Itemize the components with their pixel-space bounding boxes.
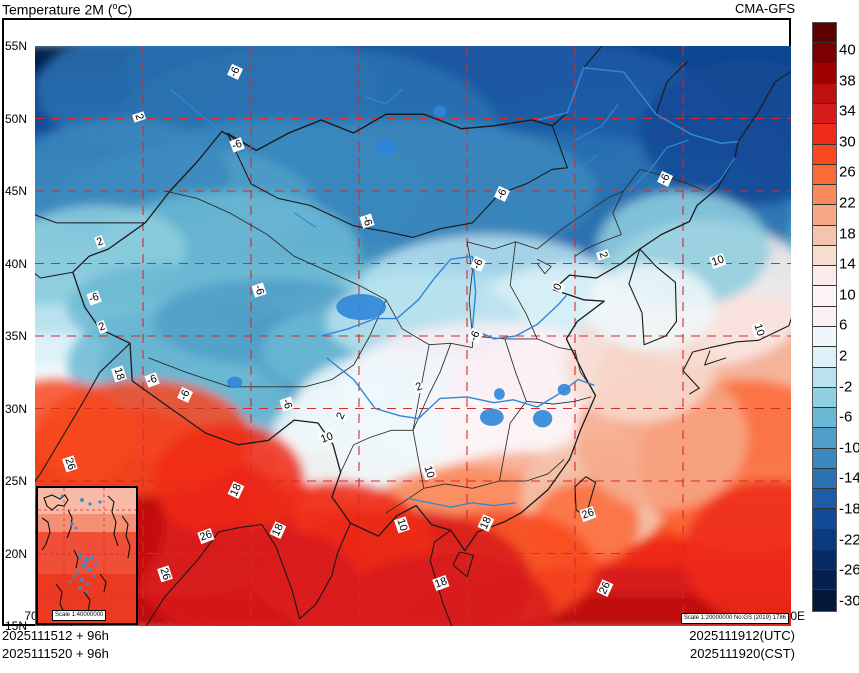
colorbar-band: [813, 104, 836, 125]
valid-time-utc: 2025111912(UTC): [689, 628, 795, 643]
colorbar-band: [813, 326, 836, 348]
colorbar-tick--30: -30: [839, 592, 859, 610]
lat-tick-45N: 45N: [5, 184, 28, 198]
colorbar-band: [813, 225, 836, 246]
map-canvas: [35, 46, 791, 626]
colorbar-tick-6: 6: [839, 316, 848, 334]
colorbar-band: [813, 144, 836, 165]
colorbar-band: [813, 185, 836, 206]
colorbar-band: [813, 448, 836, 469]
colorbar-tick-2: 2: [839, 347, 848, 365]
page-title: Temperature 2M (oC): [2, 1, 132, 18]
colorbar-band: [813, 164, 836, 186]
colorbar-band: [813, 387, 836, 409]
colorbar-band: [813, 570, 836, 591]
colorbar-tick--22: -22: [839, 531, 859, 549]
colorbar-band: [813, 509, 836, 530]
colorbar-tick--10: -10: [839, 439, 859, 457]
colorbar-ticks: 40 38 34 30 26 22 18 14 10 6 2 -2 -6 -10 -14 -18 -22 -26 -…: [839, 22, 859, 612]
inset-scale-label: Scale 1:40000000: [52, 610, 107, 621]
colorbar-band: [813, 63, 836, 84]
lat-tick-20N: 20N: [5, 546, 28, 561]
colorbar-band: [813, 468, 836, 490]
temperature-map[interactable]: -6 2 -6 -6 -6 2 -6 2 10 0 -6 -6 -6 10 2 -6 18 -6 -6 -6 2 2 26 1…: [35, 46, 791, 626]
colorbar-band: [813, 286, 836, 307]
colorbar-tick-26: 26: [839, 163, 856, 181]
lat-tick-55N: 55N: [5, 39, 28, 53]
colorbar-band: [813, 529, 836, 550]
colorbar-tick--6: -6: [839, 408, 853, 426]
lat-tick-40N: 40N: [5, 256, 28, 271]
colorbar-band: [813, 428, 836, 449]
colorbar-tick-34: 34: [839, 102, 856, 120]
degree-symbol: o: [112, 1, 118, 11]
lat-tick-30N: 30N: [5, 401, 28, 416]
colorbar-band: [813, 245, 836, 267]
colorbar-band: [813, 306, 836, 327]
colorbar-tick-18: 18: [839, 225, 856, 243]
colorbar-tick--26: -26: [839, 561, 859, 579]
colorbar-tick-38: 38: [839, 72, 856, 90]
colorbar-band: [813, 23, 836, 44]
colorbar-band: [813, 43, 836, 64]
colorbar-band: [813, 408, 836, 429]
inset-map-south-china-sea[interactable]: Scale 1:40000000: [36, 486, 138, 625]
colorbar-band: [813, 489, 836, 510]
valid-time-cst: 2025111920(CST): [689, 646, 795, 661]
lat-tick-25N: 25N: [5, 474, 28, 488]
colorbar-band: [813, 549, 836, 571]
colorbar-tick--2: -2: [839, 378, 853, 396]
init-time-cst: 2025111520 + 96h: [2, 646, 109, 661]
colorbar-band: [813, 205, 836, 226]
colorbar-band: [813, 347, 836, 368]
inset-canvas: [38, 488, 136, 623]
title-text: Temperature 2M (: [2, 1, 113, 18]
colorbar-tick--18: -18: [839, 500, 859, 518]
map-scale-label: Scale 1:20000000 No:GS (2019) 1786: [680, 613, 789, 624]
model-label: CMA-GFS: [735, 1, 795, 16]
colorbar-tick-30: 30: [839, 133, 856, 151]
lat-tick-15N: 15N: [5, 619, 28, 633]
colorbar-tick-40: 40: [839, 41, 856, 59]
colorbar-band: [813, 367, 836, 388]
title-unit: C): [117, 1, 133, 18]
colorbar-tick-14: 14: [839, 255, 856, 273]
colorbar-tick-10: 10: [839, 286, 856, 304]
lat-tick-50N: 50N: [5, 111, 28, 126]
colorbar-band: [813, 83, 836, 105]
colorbar-band: [813, 124, 836, 145]
colorbar-tick--14: -14: [839, 469, 859, 487]
colorbar-band: [813, 590, 836, 611]
init-time-utc: 2025111512 + 96h: [2, 628, 109, 643]
colorbar[interactable]: [812, 22, 837, 612]
colorbar-band: [813, 266, 836, 287]
lat-tick-35N: 35N: [5, 329, 28, 343]
colorbar-tick-22: 22: [839, 194, 856, 212]
